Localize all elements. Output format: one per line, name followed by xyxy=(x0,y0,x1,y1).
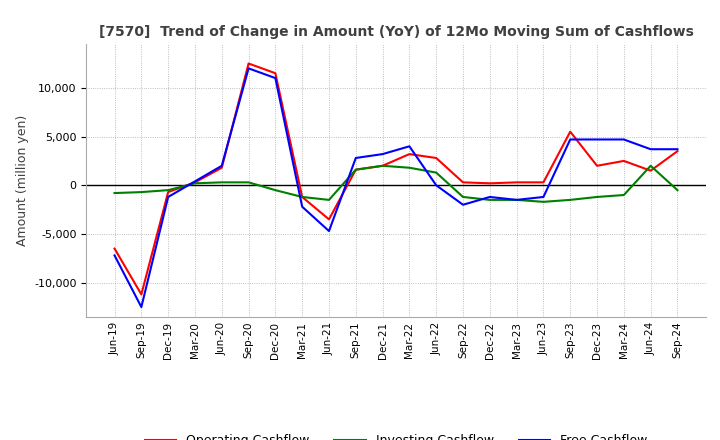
Free Cashflow xyxy=(459,202,467,207)
Operating Cashflow xyxy=(137,292,145,297)
Investing Cashflow xyxy=(298,194,307,200)
Operating Cashflow xyxy=(164,190,173,195)
Title: [7570]  Trend of Change in Amount (YoY) of 12Mo Moving Sum of Cashflows: [7570] Trend of Change in Amount (YoY) o… xyxy=(99,25,693,39)
Free Cashflow xyxy=(378,151,387,157)
Investing Cashflow xyxy=(351,167,360,172)
Free Cashflow xyxy=(351,155,360,161)
Investing Cashflow xyxy=(217,180,226,185)
Operating Cashflow xyxy=(566,129,575,134)
Operating Cashflow xyxy=(593,163,601,169)
Operating Cashflow xyxy=(325,217,333,222)
Line: Free Cashflow: Free Cashflow xyxy=(114,68,678,307)
Free Cashflow xyxy=(244,66,253,71)
Operating Cashflow xyxy=(110,246,119,251)
Free Cashflow xyxy=(593,137,601,142)
Operating Cashflow xyxy=(647,168,655,173)
Operating Cashflow xyxy=(405,151,414,157)
Free Cashflow xyxy=(137,304,145,310)
Investing Cashflow xyxy=(271,187,279,193)
Free Cashflow xyxy=(513,197,521,202)
Operating Cashflow xyxy=(298,194,307,200)
Free Cashflow xyxy=(485,194,494,200)
Investing Cashflow xyxy=(619,192,628,198)
Free Cashflow xyxy=(110,253,119,258)
Investing Cashflow xyxy=(513,197,521,202)
Operating Cashflow xyxy=(619,158,628,164)
Free Cashflow xyxy=(432,183,441,188)
Free Cashflow xyxy=(217,163,226,169)
Operating Cashflow xyxy=(271,70,279,76)
Free Cashflow xyxy=(325,228,333,234)
Investing Cashflow xyxy=(405,165,414,170)
Investing Cashflow xyxy=(244,180,253,185)
Operating Cashflow xyxy=(351,167,360,172)
Operating Cashflow xyxy=(378,163,387,169)
Investing Cashflow xyxy=(137,190,145,195)
Operating Cashflow xyxy=(459,180,467,185)
Free Cashflow xyxy=(619,137,628,142)
Operating Cashflow xyxy=(191,180,199,185)
Investing Cashflow xyxy=(593,194,601,200)
Y-axis label: Amount (million yen): Amount (million yen) xyxy=(16,115,29,246)
Free Cashflow xyxy=(164,194,173,200)
Line: Investing Cashflow: Investing Cashflow xyxy=(114,166,678,202)
Operating Cashflow xyxy=(485,181,494,186)
Free Cashflow xyxy=(647,147,655,152)
Investing Cashflow xyxy=(566,197,575,202)
Investing Cashflow xyxy=(110,191,119,196)
Investing Cashflow xyxy=(164,187,173,193)
Legend: Operating Cashflow, Investing Cashflow, Free Cashflow: Operating Cashflow, Investing Cashflow, … xyxy=(140,429,652,440)
Investing Cashflow xyxy=(191,181,199,186)
Operating Cashflow xyxy=(513,180,521,185)
Investing Cashflow xyxy=(432,170,441,175)
Free Cashflow xyxy=(405,143,414,149)
Free Cashflow xyxy=(566,137,575,142)
Investing Cashflow xyxy=(539,199,548,205)
Operating Cashflow xyxy=(217,165,226,170)
Investing Cashflow xyxy=(325,197,333,202)
Investing Cashflow xyxy=(485,197,494,202)
Operating Cashflow xyxy=(432,155,441,161)
Free Cashflow xyxy=(271,76,279,81)
Investing Cashflow xyxy=(459,194,467,200)
Operating Cashflow xyxy=(244,61,253,66)
Free Cashflow xyxy=(298,204,307,209)
Investing Cashflow xyxy=(378,163,387,169)
Investing Cashflow xyxy=(673,187,682,193)
Free Cashflow xyxy=(539,194,548,200)
Operating Cashflow xyxy=(673,149,682,154)
Free Cashflow xyxy=(673,147,682,152)
Line: Operating Cashflow: Operating Cashflow xyxy=(114,63,678,294)
Investing Cashflow xyxy=(647,163,655,169)
Operating Cashflow xyxy=(539,180,548,185)
Free Cashflow xyxy=(191,179,199,184)
